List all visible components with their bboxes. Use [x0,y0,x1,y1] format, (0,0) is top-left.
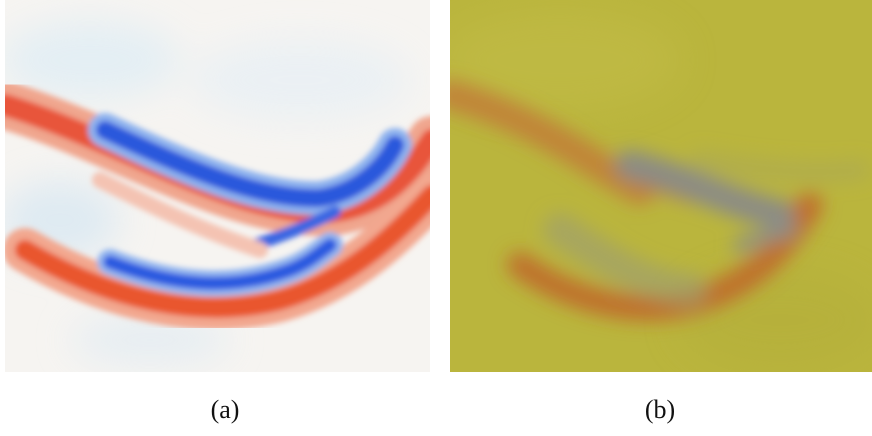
panel-b-image [450,0,872,372]
panel-a-image [5,0,430,372]
panel-caption: (a) [211,395,240,424]
panel-caption: (b) [645,395,675,424]
